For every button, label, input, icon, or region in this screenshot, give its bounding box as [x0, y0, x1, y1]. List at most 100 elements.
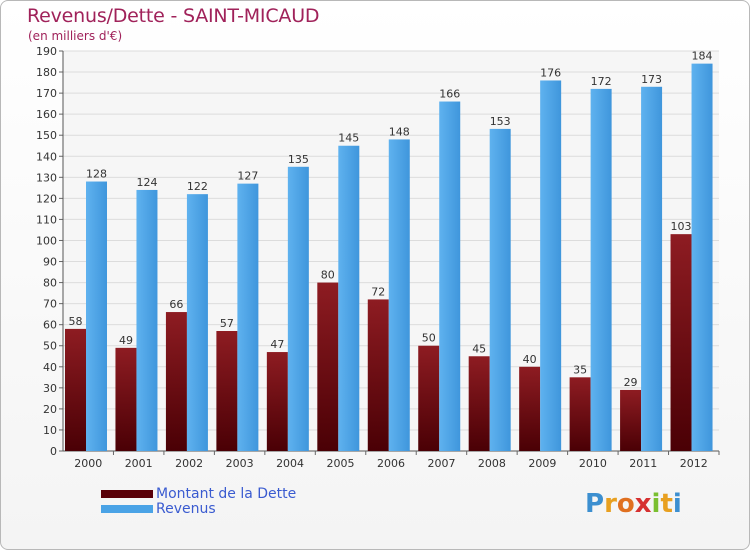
data-label-revenus: 184	[692, 50, 713, 63]
chart-subtitle: (en milliers d'€)	[28, 29, 123, 43]
bar-dette	[519, 366, 541, 451]
data-label-dette: 35	[573, 363, 587, 376]
data-label-dette: 57	[220, 317, 234, 330]
y-tick-label: 0	[50, 445, 57, 458]
bar-revenus	[489, 128, 511, 451]
bar-revenus	[590, 88, 612, 451]
x-tick-label: 2000	[74, 457, 102, 470]
bar-dette	[216, 331, 238, 451]
bar-revenus	[86, 181, 107, 452]
y-tick-label: 140	[36, 150, 57, 163]
chart-title: Revenus/Dette - SAINT-MICAUD	[27, 5, 320, 27]
y-tick-label: 160	[36, 108, 57, 121]
bar-dette	[65, 328, 86, 451]
data-label-revenus: 145	[338, 132, 359, 145]
x-tick-label: 2003	[226, 457, 254, 470]
bar-dette	[468, 356, 490, 451]
bar-revenus	[186, 194, 208, 451]
bar-revenus	[388, 139, 410, 451]
proxiti-logo: Proxiti	[585, 489, 682, 519]
x-tick-label: 2001	[125, 457, 153, 470]
data-label-dette: 49	[119, 334, 133, 347]
y-tick-label: 80	[43, 277, 57, 290]
x-tick-label: 2012	[680, 457, 708, 470]
x-tick-label: 2008	[478, 457, 506, 470]
bar-revenus	[540, 80, 562, 451]
data-label-dette: 58	[69, 315, 83, 328]
x-tick-label: 2004	[276, 457, 304, 470]
y-tick-label: 70	[43, 298, 57, 311]
logo-letter: i	[651, 489, 661, 519]
bar-revenus	[439, 101, 461, 452]
bar-dette	[620, 389, 642, 451]
data-label-dette: 103	[671, 220, 692, 233]
logo-letter: o	[616, 489, 635, 519]
bar-dette	[418, 345, 440, 451]
bar-dette	[165, 312, 187, 451]
legend-swatch-dette	[101, 490, 153, 498]
logo-letter: i	[672, 489, 682, 519]
y-tick-label: 150	[36, 129, 57, 142]
legend-label-revenus: Revenus	[156, 501, 216, 517]
bar-dette	[266, 352, 288, 451]
y-tick-label: 10	[43, 424, 57, 437]
y-tick-label: 190	[36, 45, 57, 58]
y-tick-label: 60	[43, 319, 57, 332]
x-tick-label: 2002	[175, 457, 203, 470]
y-tick-label: 170	[36, 87, 57, 100]
data-label-dette: 50	[422, 332, 436, 345]
data-label-revenus: 122	[187, 180, 208, 193]
data-label-revenus: 172	[591, 75, 612, 88]
bar-dette	[115, 347, 137, 451]
x-tick-label: 2007	[427, 457, 455, 470]
data-label-revenus: 153	[490, 115, 511, 128]
data-label-revenus: 166	[439, 88, 460, 101]
logo-letter: r	[604, 489, 617, 519]
y-tick-label: 20	[43, 403, 57, 416]
bar-revenus	[641, 86, 663, 451]
y-tick-label: 30	[43, 382, 57, 395]
legend-label-dette: Montant de la Dette	[156, 486, 297, 502]
bar-dette	[670, 234, 692, 451]
y-tick-label: 50	[43, 340, 57, 353]
data-label-revenus: 135	[288, 153, 309, 166]
data-label-dette: 47	[270, 338, 284, 351]
y-tick-label: 100	[36, 234, 57, 247]
data-label-revenus: 124	[136, 176, 157, 189]
logo-letter: x	[634, 489, 652, 519]
x-tick-label: 2006	[377, 457, 405, 470]
y-tick-label: 40	[43, 361, 57, 374]
bar-revenus	[287, 166, 309, 451]
x-tick-label: 2011	[629, 457, 657, 470]
x-tick-label: 2009	[528, 457, 556, 470]
bar-revenus	[237, 183, 259, 451]
y-tick-label: 110	[36, 213, 57, 226]
y-tick-label: 90	[43, 256, 57, 269]
data-label-dette: 72	[371, 285, 385, 298]
y-tick-label: 180	[36, 66, 57, 79]
logo-letter: P	[585, 489, 605, 519]
bar-dette	[317, 282, 339, 451]
logo-letter: t	[660, 489, 673, 519]
data-label-revenus: 176	[540, 66, 561, 79]
data-label-dette: 66	[169, 298, 183, 311]
y-tick-label: 130	[36, 171, 57, 184]
x-tick-label: 2010	[579, 457, 607, 470]
data-label-dette: 40	[523, 353, 537, 366]
data-label-revenus: 148	[389, 125, 410, 138]
data-label-dette: 80	[321, 269, 335, 282]
bar-dette	[569, 377, 591, 451]
data-label-revenus: 173	[641, 73, 662, 86]
bar-revenus	[136, 189, 158, 451]
bar-revenus	[338, 145, 360, 451]
legend-swatch-revenus	[101, 505, 153, 513]
data-label-dette: 45	[472, 342, 486, 355]
bar-revenus	[691, 63, 713, 451]
bar-dette	[367, 299, 389, 451]
data-label-revenus: 127	[237, 170, 258, 183]
data-label-dette: 29	[624, 376, 638, 389]
y-tick-label: 120	[36, 192, 57, 205]
x-tick-label: 2005	[327, 457, 355, 470]
data-label-revenus: 128	[86, 168, 107, 181]
